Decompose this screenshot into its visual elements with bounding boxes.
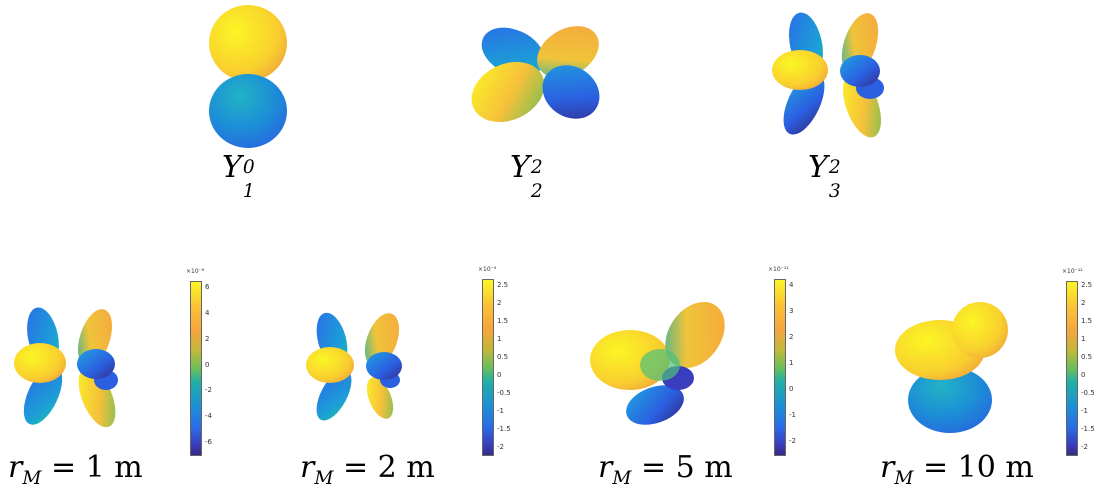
colorbar-rm5-exponent: ×10⁻¹¹ xyxy=(768,266,789,273)
colorbar-tick-label: 1.5 xyxy=(497,317,509,325)
colorbar-tick-label: 0.5 xyxy=(497,353,509,361)
colorbar-tick-label: -0.5 xyxy=(497,389,511,397)
colorbar-tick-label: 0 xyxy=(1081,371,1086,379)
pattern-rm2-plot xyxy=(306,312,402,421)
colorbar-tick-label: 2 xyxy=(205,334,210,343)
pattern-rm1-plot xyxy=(14,307,118,428)
colorbar-tick-label: 0 xyxy=(205,360,210,369)
pattern-rm10-plot xyxy=(895,302,1008,433)
colorbar-tick-label: 2 xyxy=(789,333,794,341)
colorbar-tick-label: 1 xyxy=(789,359,794,367)
colorbar-tick-label: -1 xyxy=(789,411,796,419)
colorbar-tick-label: -1 xyxy=(1081,407,1088,415)
colorbar-tick-label: 2 xyxy=(1081,299,1086,307)
colorbar-tick-label: 1 xyxy=(497,335,502,343)
pattern-rm5-label: rM = 5 m xyxy=(598,450,733,489)
colorbar-tick-label: 1 xyxy=(1081,335,1086,343)
colorbar-tick-label: -2 xyxy=(497,443,504,451)
colorbar-tick-label: 4 xyxy=(205,308,210,317)
harmonic-y22-plot xyxy=(471,26,600,123)
harmonic-y10-plot xyxy=(209,5,287,148)
colorbar-rm2-exponent: ×10⁻⁹ xyxy=(478,266,497,273)
colorbar-rm10-exponent: ×10⁻¹² xyxy=(1062,268,1083,275)
colorbar-rm1-exponent: ×10⁻⁸ xyxy=(186,268,205,275)
colorbar-tick-label: -1.5 xyxy=(497,425,511,433)
colorbar-rm1 xyxy=(190,281,202,456)
colorbar-tick-label: 0.5 xyxy=(1081,353,1093,361)
colorbar-tick-label: -2 xyxy=(789,437,796,445)
colorbar-tick-label: -1 xyxy=(497,407,504,415)
colorbar-rm5 xyxy=(774,279,786,456)
colorbar-tick-label: 1.5 xyxy=(1081,317,1093,325)
colorbar-rm2 xyxy=(482,279,494,456)
colorbar-tick-label: 3 xyxy=(789,307,794,315)
colorbar-tick-label: -6 xyxy=(205,438,212,446)
colorbar-tick-label: -4 xyxy=(205,412,212,421)
colorbar-tick-label: 6 xyxy=(205,283,210,291)
colorbar-tick-label: 2.5 xyxy=(1081,281,1093,289)
colorbar-tick-label: 2.5 xyxy=(497,281,509,289)
pattern-rm5-plot xyxy=(590,301,725,425)
pattern-rm1-label: rM = 1 m xyxy=(8,450,143,489)
colorbar-tick-label: 0 xyxy=(497,371,502,379)
colorbar-tick-label: -1.5 xyxy=(1081,425,1095,433)
pattern-rm10-label: rM = 10 m xyxy=(880,450,1034,489)
harmonic-y32-plot xyxy=(772,12,884,138)
colorbar-tick-label: 4 xyxy=(789,281,794,289)
colorbar-tick-label: -0.5 xyxy=(1081,389,1095,397)
colorbar-tick-label: -2 xyxy=(205,386,212,395)
colorbar-tick-label: 0 xyxy=(789,385,794,393)
colorbar-tick-label: -2 xyxy=(1081,443,1088,451)
pattern-rm2-label: rM = 2 m xyxy=(300,450,435,489)
colorbar-rm10 xyxy=(1066,281,1078,456)
colorbar-tick-label: 2 xyxy=(497,299,502,307)
